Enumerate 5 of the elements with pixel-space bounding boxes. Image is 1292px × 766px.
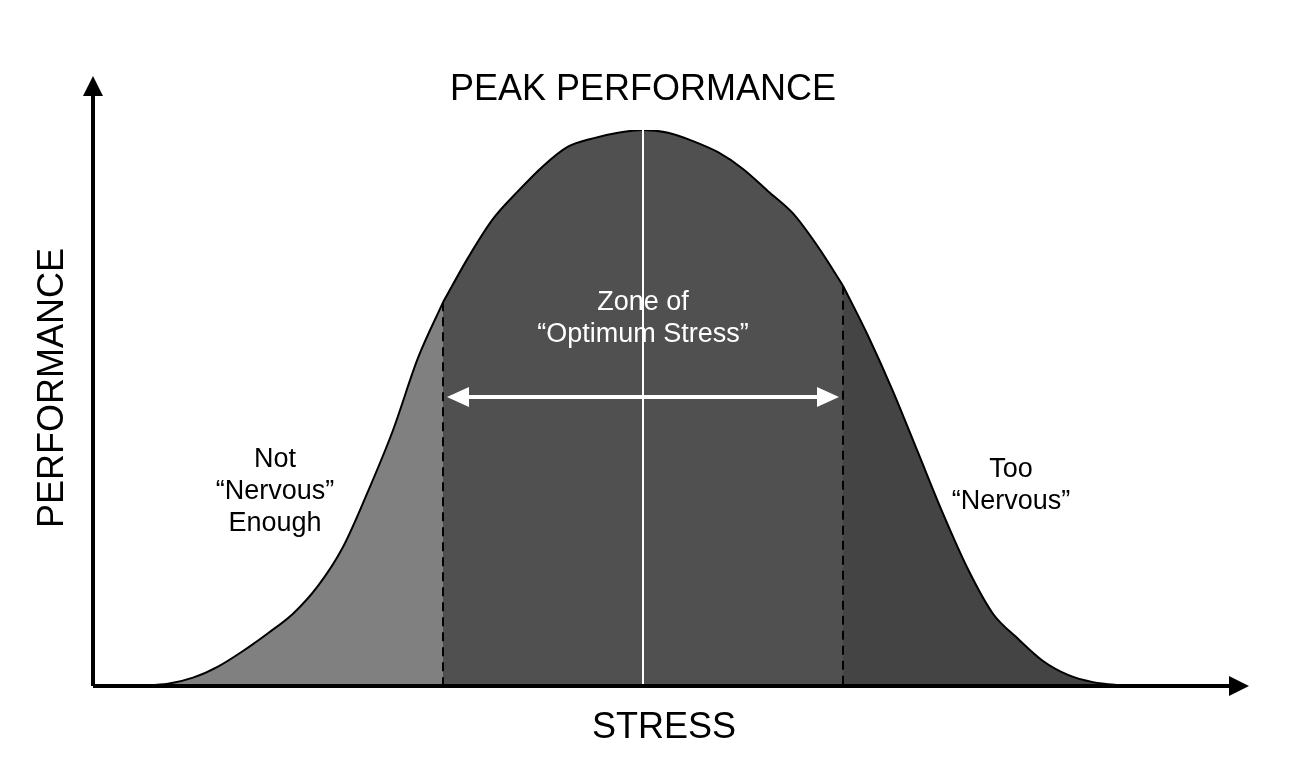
x-axis-title: STRESS bbox=[591, 704, 737, 746]
y-axis-title: PERFORMANCE bbox=[29, 247, 71, 529]
series-label: Too “Nervous” bbox=[951, 453, 1071, 516]
chart-title: PEAK PERFORMANCE bbox=[449, 66, 837, 108]
series-label: Not “Nervous” Enough bbox=[215, 442, 335, 537]
